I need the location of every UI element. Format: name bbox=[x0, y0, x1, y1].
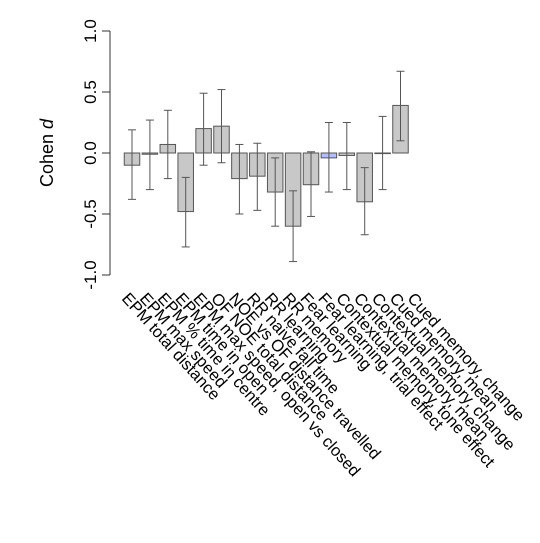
y-tick-label: 0.0 bbox=[81, 141, 100, 165]
y-axis-label: Cohen d bbox=[37, 118, 57, 187]
bars bbox=[123, 70, 409, 263]
y-axis-label-prefix: Cohen bbox=[37, 129, 57, 187]
y-tick-label: -0.5 bbox=[81, 199, 100, 228]
y-tick-label: 1.0 bbox=[81, 19, 100, 43]
y-axis-label-variable: d bbox=[37, 118, 57, 129]
y-tick-label: -1.0 bbox=[81, 260, 100, 289]
y-axis: -1.0 -0.5 0.0 0.5 1.0 bbox=[81, 19, 111, 290]
y-tick-label: 0.5 bbox=[81, 80, 100, 104]
